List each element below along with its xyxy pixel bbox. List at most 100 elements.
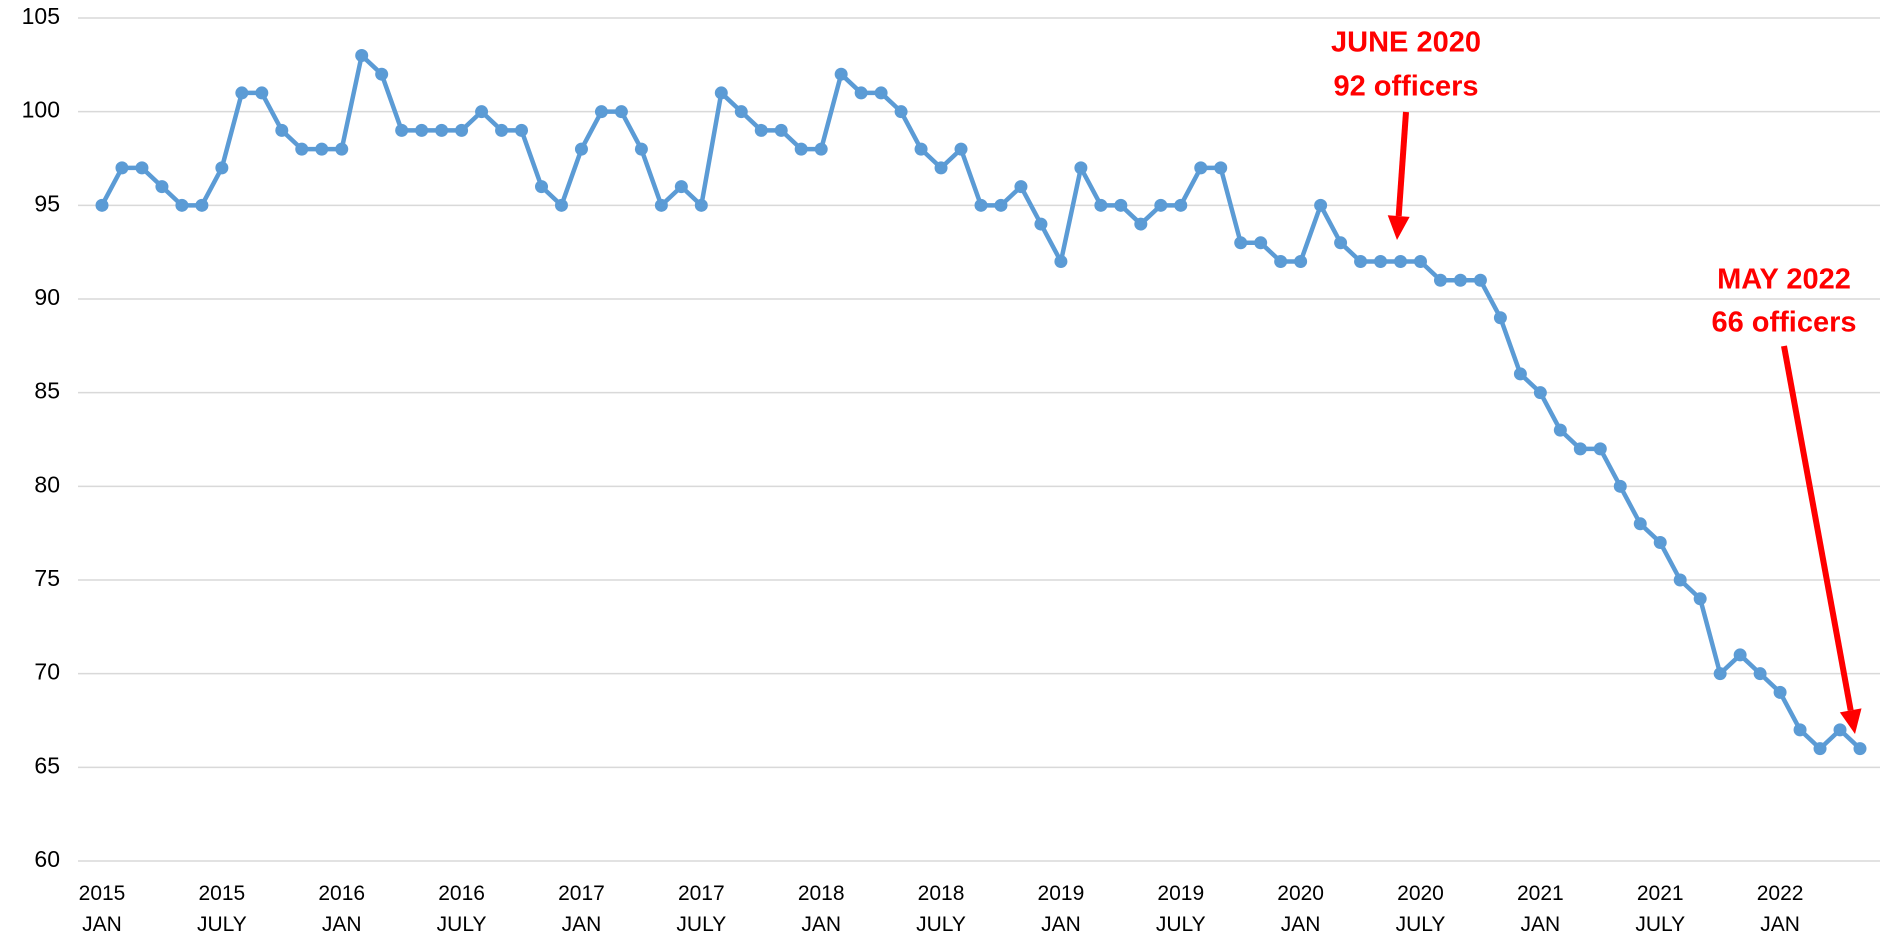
y-tick-label: 70 bbox=[34, 659, 60, 685]
point bbox=[335, 142, 349, 156]
point bbox=[1673, 573, 1687, 587]
point bbox=[235, 86, 249, 100]
point bbox=[674, 180, 688, 194]
x-tick-label: 2017 JAN bbox=[558, 882, 605, 936]
point bbox=[1074, 161, 1088, 175]
point bbox=[1573, 442, 1587, 456]
point bbox=[754, 123, 768, 137]
point bbox=[1473, 273, 1487, 287]
point bbox=[1713, 667, 1727, 681]
arrow-head bbox=[1387, 215, 1410, 240]
point bbox=[1114, 198, 1128, 212]
x-tick-label: 2019 JULY bbox=[1155, 882, 1206, 936]
annotation: 66 officers bbox=[1711, 307, 1856, 339]
point bbox=[1414, 255, 1427, 269]
point bbox=[1553, 423, 1567, 437]
point bbox=[295, 142, 309, 156]
point bbox=[1653, 536, 1667, 550]
point bbox=[894, 105, 908, 119]
point bbox=[1833, 723, 1847, 737]
point bbox=[974, 198, 988, 212]
x-tick-label: 2022 JAN bbox=[1756, 882, 1804, 936]
point bbox=[1613, 479, 1627, 493]
point bbox=[515, 123, 529, 137]
point bbox=[95, 198, 109, 212]
x-tick-label: 2015 JAN bbox=[78, 882, 126, 936]
point bbox=[1633, 517, 1647, 531]
point bbox=[1034, 217, 1048, 231]
point bbox=[574, 142, 588, 156]
point bbox=[1094, 198, 1108, 212]
point bbox=[734, 105, 748, 119]
x-tick-label: 2017 JULY bbox=[676, 882, 727, 936]
y-tick-label: 75 bbox=[34, 565, 60, 591]
y-tick-label: 95 bbox=[34, 190, 60, 216]
x-tick-label: 2019 JAN bbox=[1037, 882, 1085, 936]
point bbox=[1234, 236, 1248, 250]
point bbox=[275, 123, 289, 137]
arrow-head bbox=[1839, 708, 1862, 734]
annotation: MAY 2022 bbox=[1717, 264, 1851, 296]
point bbox=[535, 180, 548, 194]
point bbox=[1174, 198, 1188, 212]
x-tick-label: 2021 JULY bbox=[1635, 882, 1686, 936]
annotation: 92 officers bbox=[1333, 71, 1478, 103]
y-tick-label: 65 bbox=[34, 752, 60, 778]
point bbox=[614, 105, 628, 119]
point bbox=[315, 142, 329, 156]
point bbox=[834, 67, 848, 81]
y-tick-label: 85 bbox=[34, 378, 60, 404]
point bbox=[774, 123, 788, 137]
point bbox=[814, 142, 828, 156]
point bbox=[1693, 592, 1707, 606]
point bbox=[1314, 198, 1328, 212]
point bbox=[195, 198, 209, 212]
x-tick-label: 2020 JULY bbox=[1395, 882, 1446, 936]
point bbox=[1773, 685, 1787, 699]
point bbox=[155, 180, 169, 194]
point bbox=[1254, 236, 1268, 250]
point bbox=[395, 123, 409, 137]
point bbox=[954, 142, 968, 156]
point bbox=[1513, 367, 1527, 381]
point bbox=[1014, 180, 1028, 194]
point bbox=[914, 142, 928, 156]
x-tick-label: 2018 JAN bbox=[797, 882, 845, 936]
arrow-shaft bbox=[1781, 345, 1854, 711]
point bbox=[1214, 161, 1228, 175]
point bbox=[1793, 723, 1807, 737]
point bbox=[1294, 255, 1308, 269]
y-tick-label: 80 bbox=[34, 471, 60, 497]
point bbox=[1813, 742, 1827, 756]
point bbox=[1134, 217, 1148, 231]
point bbox=[455, 123, 469, 137]
point bbox=[634, 142, 648, 156]
point bbox=[495, 123, 509, 137]
point bbox=[1593, 442, 1607, 456]
y-tick-label: 60 bbox=[34, 846, 60, 872]
point bbox=[135, 161, 149, 175]
point bbox=[654, 198, 668, 212]
point bbox=[415, 123, 429, 137]
point bbox=[934, 161, 948, 175]
point bbox=[1274, 255, 1288, 269]
y-tick-label: 105 bbox=[22, 3, 60, 29]
x-tick-label: 2016 JULY bbox=[436, 882, 487, 936]
point bbox=[1533, 386, 1547, 400]
y-tick-label: 100 bbox=[22, 97, 60, 123]
point bbox=[115, 161, 129, 175]
point bbox=[475, 105, 489, 119]
x-tick-label: 2020 JAN bbox=[1277, 882, 1324, 936]
point bbox=[554, 198, 568, 212]
point bbox=[794, 142, 808, 156]
point bbox=[1374, 255, 1388, 269]
point bbox=[1453, 273, 1467, 287]
arrow-shaft bbox=[1395, 111, 1409, 217]
point bbox=[1433, 273, 1447, 287]
point bbox=[854, 86, 868, 100]
point bbox=[994, 198, 1008, 212]
x-tick-label: 2018 JULY bbox=[916, 882, 966, 936]
point bbox=[1334, 236, 1348, 250]
